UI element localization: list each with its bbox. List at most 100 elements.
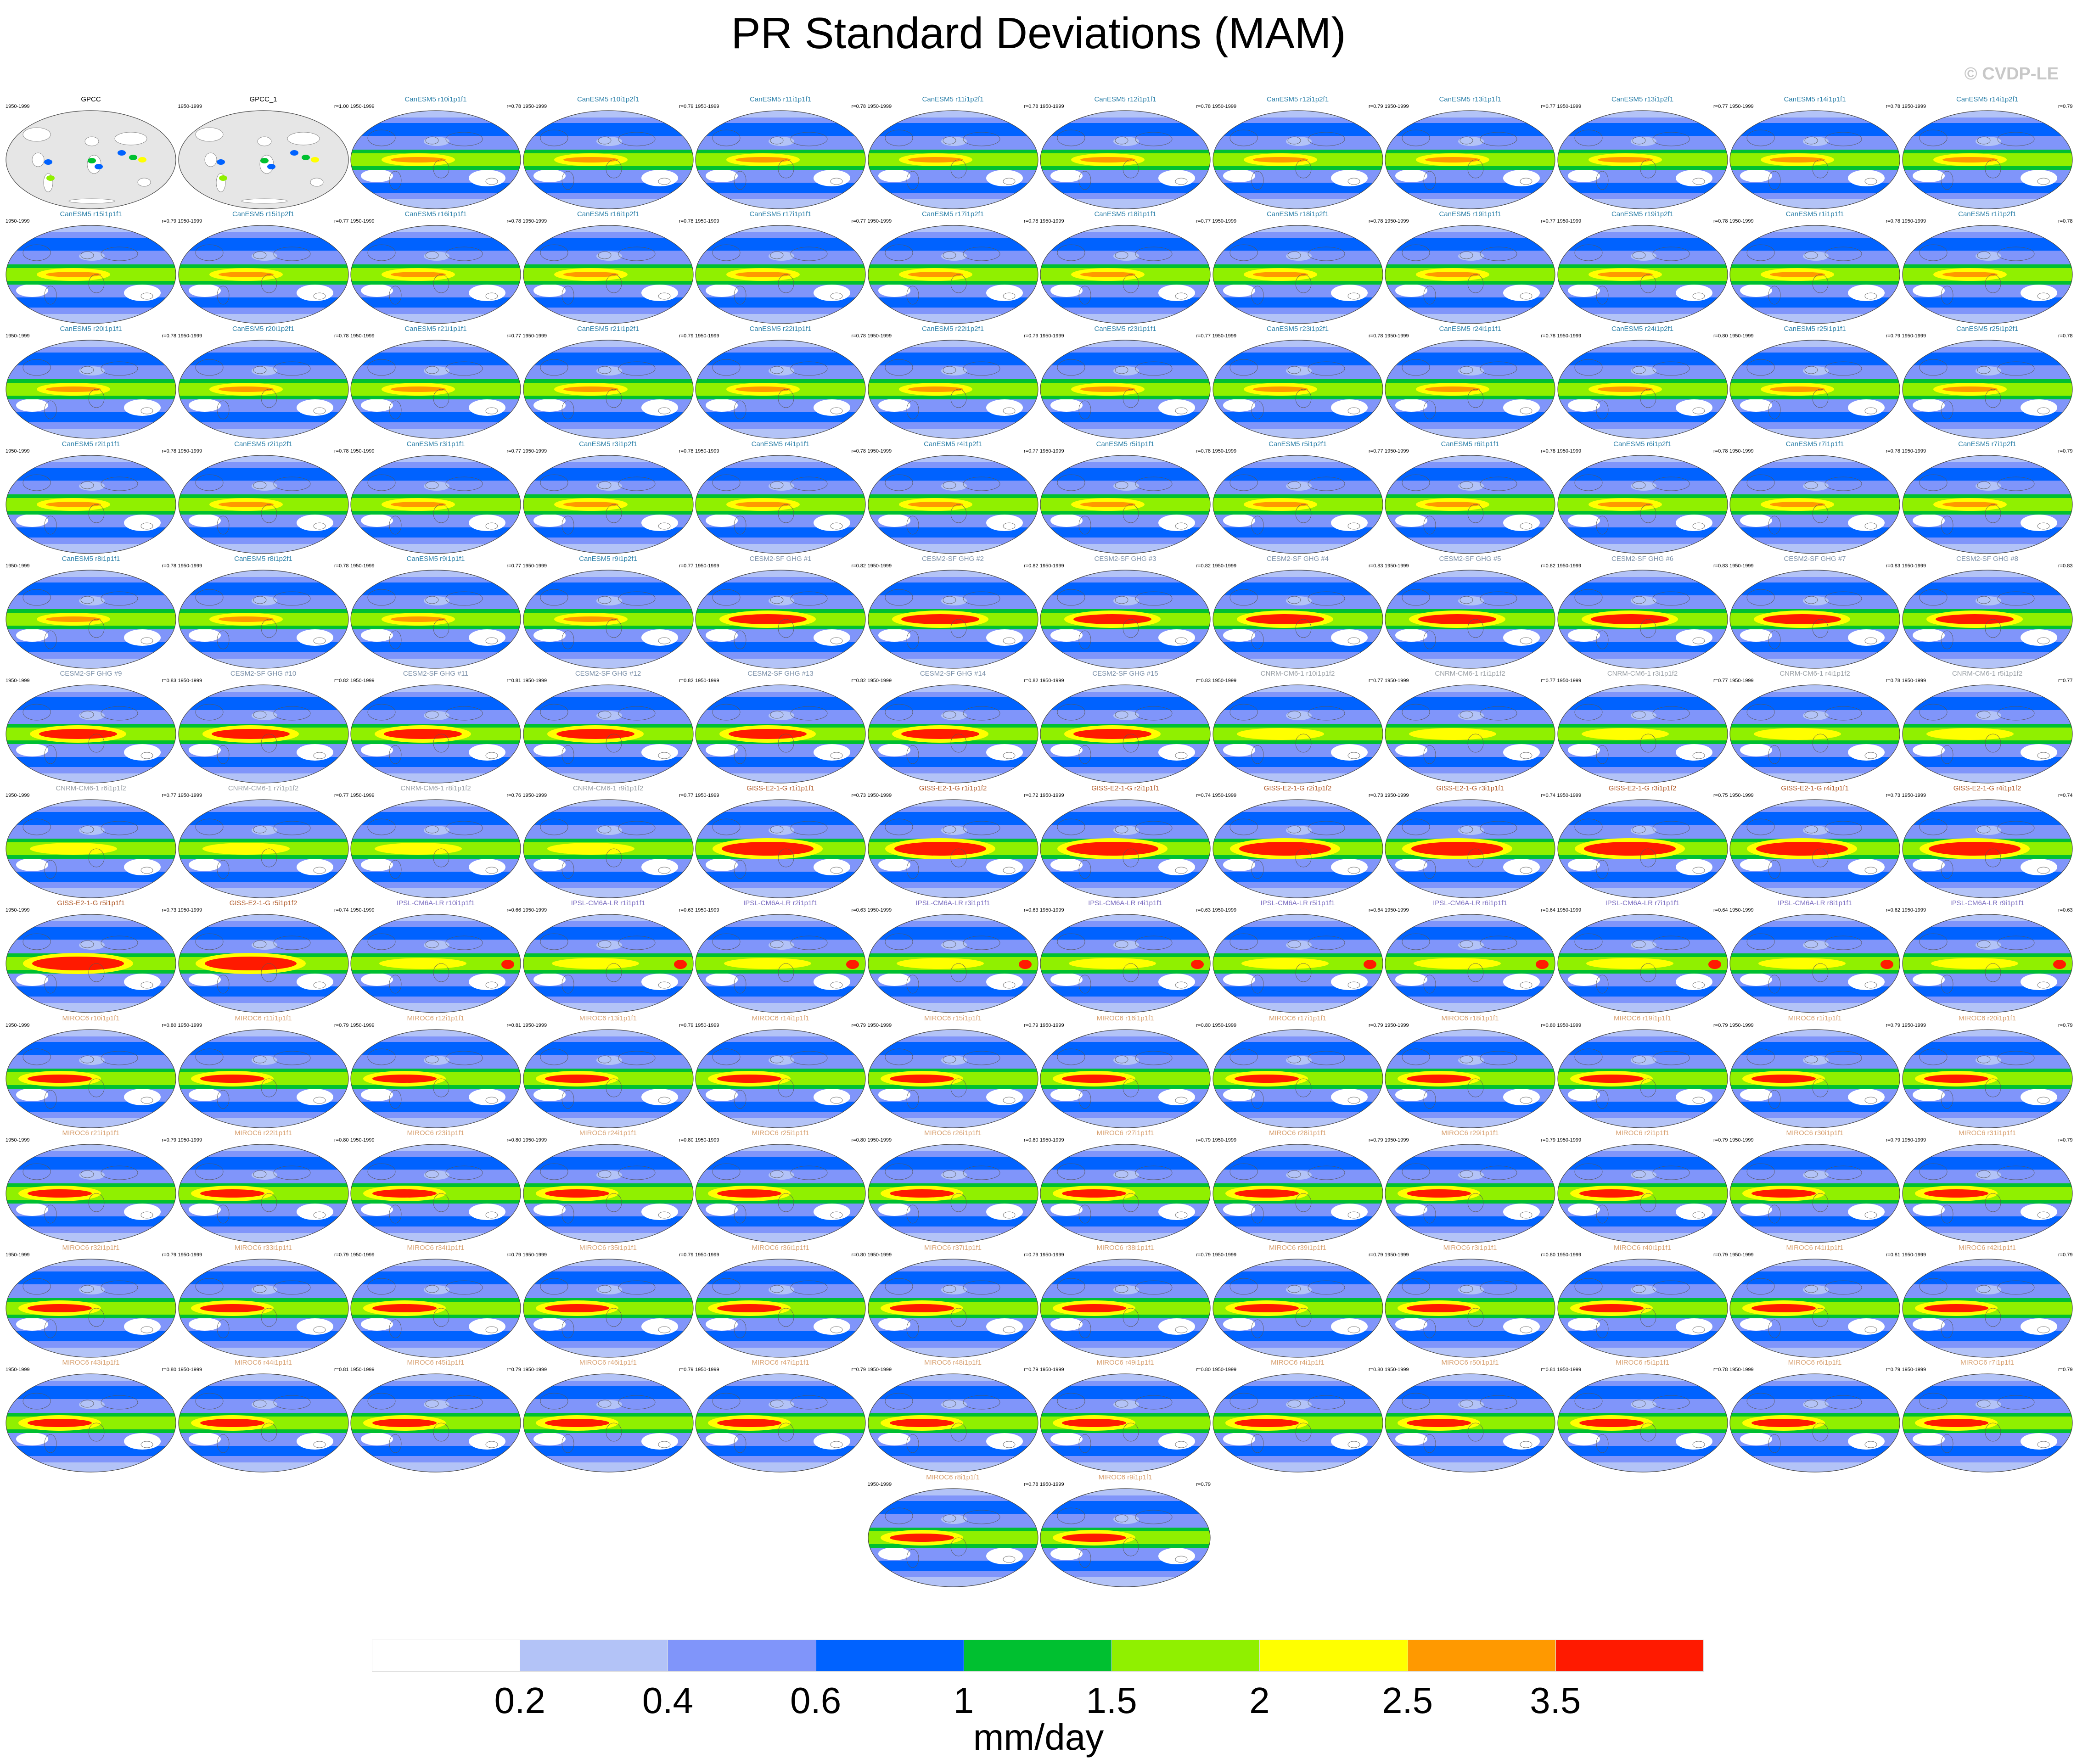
land-area <box>22 127 51 142</box>
continent-outline <box>389 974 402 994</box>
precip-map <box>1557 914 1728 1013</box>
panel-title: CESM2-SF GHG #8 <box>1956 554 2019 563</box>
map-panel: MIROC6 r44i1p1f1 1950-1999 r=0.81 <box>177 1359 350 1473</box>
panel-title: GISS-E2-1-G r2i1p1f2 <box>1263 784 1332 793</box>
dry-zone <box>878 628 910 642</box>
map-panel: CESM2-SF GHG #9 1950-1999 r=0.83 <box>5 670 177 784</box>
continent-outline <box>943 481 956 489</box>
map-panel: MIROC6 r46i1p1f1 1950-1999 r=0.79 <box>522 1359 695 1473</box>
dry-zone <box>251 711 277 720</box>
precip-map <box>867 1259 1038 1358</box>
antarctic <box>868 1577 1038 1587</box>
continent-outline <box>80 251 94 259</box>
panel-period: 1950-1999 <box>522 104 547 109</box>
panel-title: MIROC6 r21i1p1f1 <box>62 1129 120 1137</box>
continent-outline <box>1295 389 1311 408</box>
precip-cell <box>260 158 269 163</box>
continent-outline <box>963 1051 1000 1065</box>
dry-zone <box>641 170 678 186</box>
dry-zone <box>986 170 1023 186</box>
precip-map <box>178 914 349 1013</box>
continent-outline <box>88 389 105 408</box>
map-border <box>178 1029 349 1128</box>
precip-map <box>6 340 176 439</box>
map-panel: MIROC6 r22i1p1f1 1950-1999 r=0.80 <box>177 1129 350 1244</box>
itcz-peak <box>1756 842 1848 856</box>
dry-zone <box>296 1088 333 1105</box>
dry-zone <box>596 1055 622 1065</box>
colorbar-box <box>1111 1640 1260 1672</box>
dry-zone <box>1050 1088 1083 1101</box>
map-border <box>1729 340 1900 439</box>
nh-storm-track <box>1040 582 1210 595</box>
itcz-peak <box>28 1189 92 1198</box>
precip-map <box>178 1144 349 1243</box>
continent-outline <box>658 1097 670 1103</box>
map-panel: MIROC6 r32i1p1f1 1950-1999 r=0.79 <box>5 1244 177 1359</box>
continent-outline <box>1135 246 1173 261</box>
dry-zone <box>16 1088 48 1101</box>
dry-zone <box>1803 596 1829 605</box>
panel-title: CNRM-CM6-1 r6i1p1f2 <box>56 784 126 793</box>
dry-zone <box>878 169 910 182</box>
dry-zone <box>1567 1433 1600 1446</box>
dry-zone <box>1223 514 1255 527</box>
continent-outline <box>906 171 919 190</box>
precip-map <box>1729 914 1900 1013</box>
maritime-peak <box>1363 960 1376 969</box>
dry-zone <box>469 859 505 876</box>
map-panel: GISS-E2-1-G r3i1p1f2 1950-1999 r=0.75 <box>1556 784 1729 899</box>
panel-period: 1950-1999 <box>1040 1137 1064 1143</box>
continent-outline <box>1768 400 1781 420</box>
panel-correlation: r=0.78 <box>2058 218 2073 224</box>
continent-outline <box>22 474 51 491</box>
map-border <box>178 570 349 669</box>
map-border <box>1040 340 1211 439</box>
continent-outline <box>734 745 747 764</box>
continent-outline <box>389 745 402 764</box>
continent-outline <box>1632 1055 1645 1063</box>
colorbar-box <box>963 1640 1112 1672</box>
continent-outline <box>88 1078 105 1097</box>
panel-correlation: r=0.78 <box>851 104 866 109</box>
nh-storm-track <box>351 697 521 710</box>
dry-zone <box>124 514 161 531</box>
continent-outline <box>253 825 266 834</box>
dry-zone <box>16 1203 48 1216</box>
continent-outline <box>1985 963 2001 982</box>
dry-zone <box>16 744 48 756</box>
continent-outline <box>1692 292 1705 300</box>
continent-outline <box>1402 244 1430 261</box>
dry-zone <box>878 399 910 412</box>
panel-correlation: r=0.79 <box>1369 104 1383 109</box>
dry-zone <box>469 1318 505 1335</box>
map-panel: CanESM5 r25i1p2f1 1950-1999 r=0.78 <box>1901 325 2074 440</box>
dry-zone <box>16 1318 48 1331</box>
dry-zone <box>1050 284 1083 297</box>
map-border <box>1902 1029 2073 1128</box>
continent-outline <box>485 867 498 874</box>
continent-outline <box>44 400 57 420</box>
continent-outline <box>2037 1097 2049 1103</box>
continent-outline <box>1596 745 1608 764</box>
panel-title: CESM2-SF GHG #10 <box>230 670 297 678</box>
precip-map <box>1902 570 2073 669</box>
panel-correlation: r=0.79 <box>2058 448 2073 454</box>
maritime-peak <box>2053 960 2066 969</box>
continent-outline <box>950 848 966 868</box>
page-title: PR Standard Deviations (MAM) <box>731 9 1346 58</box>
dry-zone <box>878 284 910 297</box>
map-panel: MIROC6 r49i1p1f1 1950-1999 r=0.80 <box>1039 1359 1212 1473</box>
dry-zone <box>769 481 794 491</box>
continent-outline <box>1251 860 1263 879</box>
continent-outline <box>1804 1170 1818 1178</box>
nh-storm-track <box>1385 697 1555 710</box>
dry-zone <box>1050 973 1083 986</box>
panel-period: 1950-1999 <box>6 1252 30 1258</box>
continent-outline <box>1402 474 1430 491</box>
dry-zone <box>361 1088 393 1101</box>
panel-correlation: r=0.78 <box>334 563 349 569</box>
panel-correlation: r=0.78 <box>851 333 866 339</box>
continent-outline <box>1402 1048 1430 1065</box>
dry-zone <box>1567 514 1600 527</box>
